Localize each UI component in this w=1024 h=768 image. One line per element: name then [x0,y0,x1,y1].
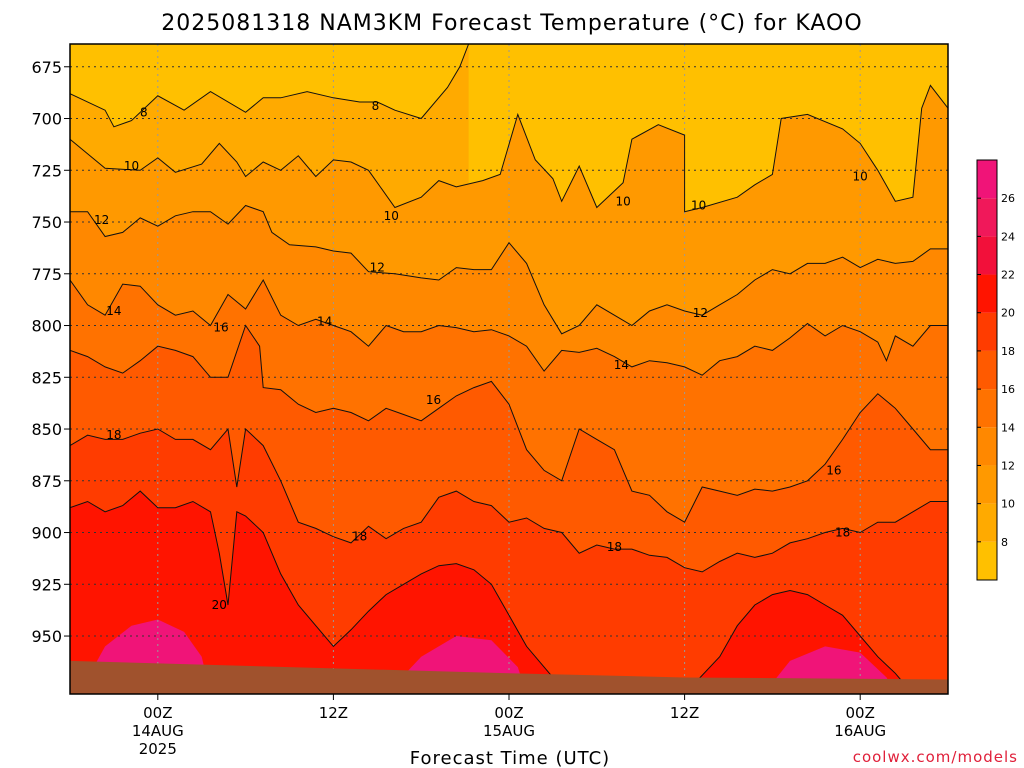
y-tick-label: 950 [31,627,62,646]
y-tick-label: 800 [31,317,62,336]
colorbar-segment [977,465,997,504]
colorbar-segment [977,236,997,275]
plot-area: 8 8 10 10 10 10 10 12 12 12 14 14 14 16 16 16 18 18 18 18 20 [69,43,949,695]
colorbar-legend: 8 10 12 14 16 18 20 22 24 26 [976,159,1015,581]
x-tick-label: 15AUG [483,722,535,740]
contour-label: 8 [140,105,148,119]
colorbar-segment [977,350,997,390]
contour-label: 20 [212,598,227,612]
colorbar-segment [977,427,997,466]
colorbar-label: 22 [1001,269,1015,282]
x-axis-label: Forecast Time (UTC) [410,748,610,768]
y-tick-label: 900 [31,524,62,543]
contour-line-10 [70,84,948,213]
contour-line-8 [70,44,470,128]
contour-label: 8 [372,99,380,113]
colorbar-segment [977,389,997,428]
contour-line-12 [70,204,948,335]
colorbar-label: 18 [1001,345,1015,358]
contour-line-14 [70,278,948,376]
colorbar-label: 26 [1001,192,1015,205]
contour-label: 16 [213,321,228,335]
y-axis: 675 700 725 750 775 800 825 850 875 900 925 950 [31,58,70,646]
site-credit: coolwx.com/models [853,748,1018,766]
colorbar-label: 12 [1001,459,1015,472]
x-tick-label: 00Z [846,704,875,722]
y-tick-label: 725 [31,161,62,180]
y-tick-label: 775 [31,265,62,284]
colorbar-segment [977,503,997,542]
terrain-ground [70,660,948,694]
contour-line-20 [684,589,914,694]
y-tick-label: 700 [31,110,62,129]
gridlines [70,44,948,694]
colorbar-label: 24 [1001,230,1015,243]
colorbar-segment [977,198,997,237]
y-tick-label: 675 [31,58,62,77]
x-tick-label: 16AUG [834,722,886,740]
x-tick-label: 2025 [139,740,177,758]
x-tick-label: 14AUG [132,722,184,740]
y-tick-label: 925 [31,575,62,594]
y-tick-label: 750 [31,213,62,232]
contour-label: 18 [607,540,622,554]
contour-line-20 [70,490,580,694]
contour-label: 10 [853,170,868,184]
x-tick-label: 12Z [670,704,699,722]
colorbar-segment [977,274,997,313]
contour-label: 12 [370,261,385,275]
contour-label: 10 [615,194,630,208]
contour-label: 10 [384,209,399,223]
contour-label: 10 [124,159,139,173]
contour-label: 12 [94,213,109,227]
contour-label: 18 [835,526,850,540]
contour-label: 16 [826,463,841,477]
colorbar-label: 16 [1001,383,1015,396]
contour-line-18 [70,427,948,573]
y-tick-label: 825 [31,368,62,387]
contour-label: 14 [317,314,332,328]
colorbar-label: 8 [1001,536,1008,549]
x-tick-label: 00Z [494,704,523,722]
colorbar-segment [977,160,997,199]
colorbar-segment [977,541,997,580]
contour-label: 14 [614,358,629,372]
contour-label: 10 [691,199,706,213]
chart-title: 2025081318 NAM3KM Forecast Temperature (… [161,11,862,36]
contour-label: 18 [352,530,367,544]
contour-label: 16 [426,393,441,407]
colorbar-label: 20 [1001,307,1015,320]
colorbar-label: 10 [1001,498,1015,511]
contour-label: 14 [106,304,121,318]
contour-line-16 [70,324,948,523]
contour-label: 12 [693,306,708,320]
colorbar-segment [977,312,997,351]
contour-label: 18 [106,428,121,442]
y-tick-label: 875 [31,472,62,491]
y-tick-label: 850 [31,420,62,439]
x-tick-label: 00Z [143,704,172,722]
colorbar-label: 14 [1001,421,1015,434]
colorbar-frame [976,159,998,581]
x-tick-label: 12Z [319,704,348,722]
